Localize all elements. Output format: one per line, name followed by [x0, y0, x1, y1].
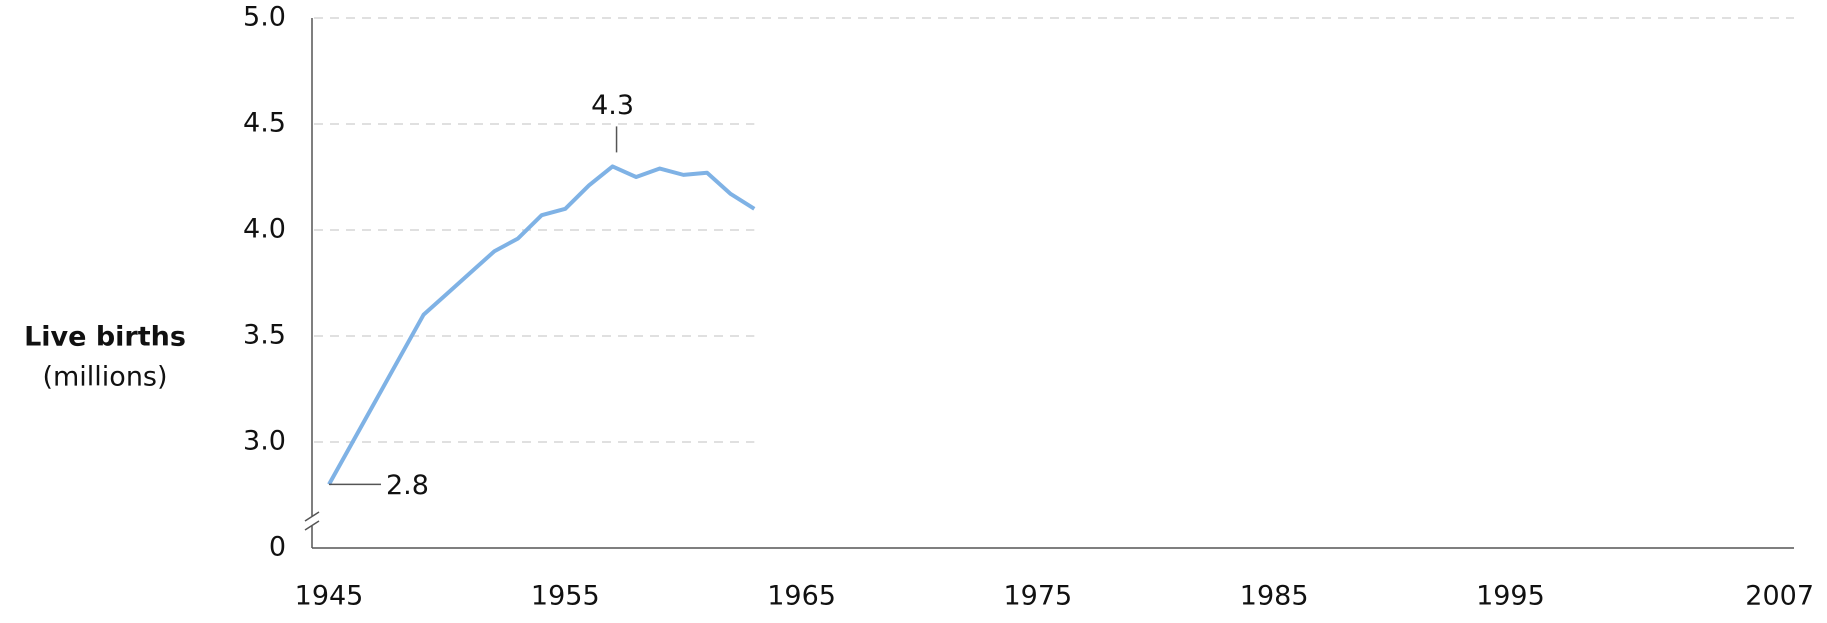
- y-tick-label: 4.0: [243, 214, 286, 245]
- x-tick-label: 1975: [1004, 581, 1073, 612]
- annotation: 4.3: [591, 90, 634, 121]
- y-axis-unit: (millions): [42, 362, 167, 393]
- data-line: [327, 164, 756, 486]
- x-tick-label: 1965: [767, 581, 836, 612]
- y-tick-label: 0: [269, 532, 286, 563]
- y-tick-label: 3.0: [243, 426, 286, 457]
- y-tick-label: 3.5: [243, 320, 286, 351]
- y-tick-label: 5.0: [243, 2, 286, 33]
- x-tick-label: 1955: [531, 581, 600, 612]
- x-tick-label: 1995: [1476, 581, 1545, 612]
- y-axis-label: Live births: [24, 322, 186, 353]
- axis-break: [304, 511, 320, 522]
- y-tick-label: 4.5: [243, 108, 286, 139]
- axis-break: [304, 520, 320, 531]
- x-tick-label: 2007: [1745, 581, 1814, 612]
- x-tick-label: 1945: [295, 581, 364, 612]
- x-tick-label: 1985: [1240, 581, 1309, 612]
- annotation: 2.8: [386, 470, 429, 501]
- axis-break-gap: [304, 516, 320, 526]
